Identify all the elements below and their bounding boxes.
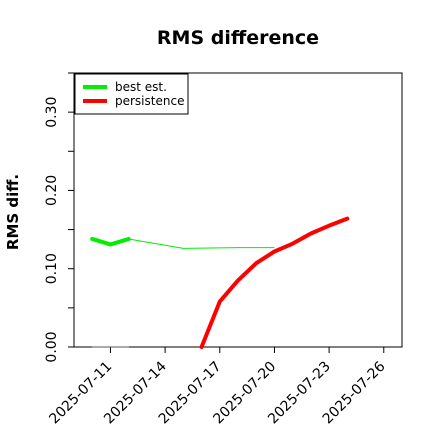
series-group — [90, 216, 350, 349]
series-line-best-est — [90, 236, 131, 247]
y-tick-label: 0.30 — [44, 97, 60, 128]
legend: best est.persistence — [74, 73, 189, 115]
legend-label-best-est: best est. — [115, 80, 167, 94]
legend-box — [74, 73, 189, 115]
y-axis: 0.00 0.10 0.20 0.30 — [44, 72, 74, 363]
series-line-persistence — [199, 216, 350, 349]
series-line-best-est-tail — [128, 238, 275, 249]
x-axis: 2025-07-112025-07-142025-07-172025-07-20… — [46, 347, 389, 427]
y-tick-label: 0.10 — [44, 253, 60, 284]
legend-label-persistence: persistence — [115, 94, 184, 108]
y-axis-label: RMS diff. — [4, 174, 22, 250]
y-tick-label: 0.20 — [44, 175, 60, 206]
plot-frame — [73, 72, 403, 348]
chart-title: RMS difference — [157, 27, 319, 49]
y-tick-label: 0.00 — [44, 331, 60, 362]
